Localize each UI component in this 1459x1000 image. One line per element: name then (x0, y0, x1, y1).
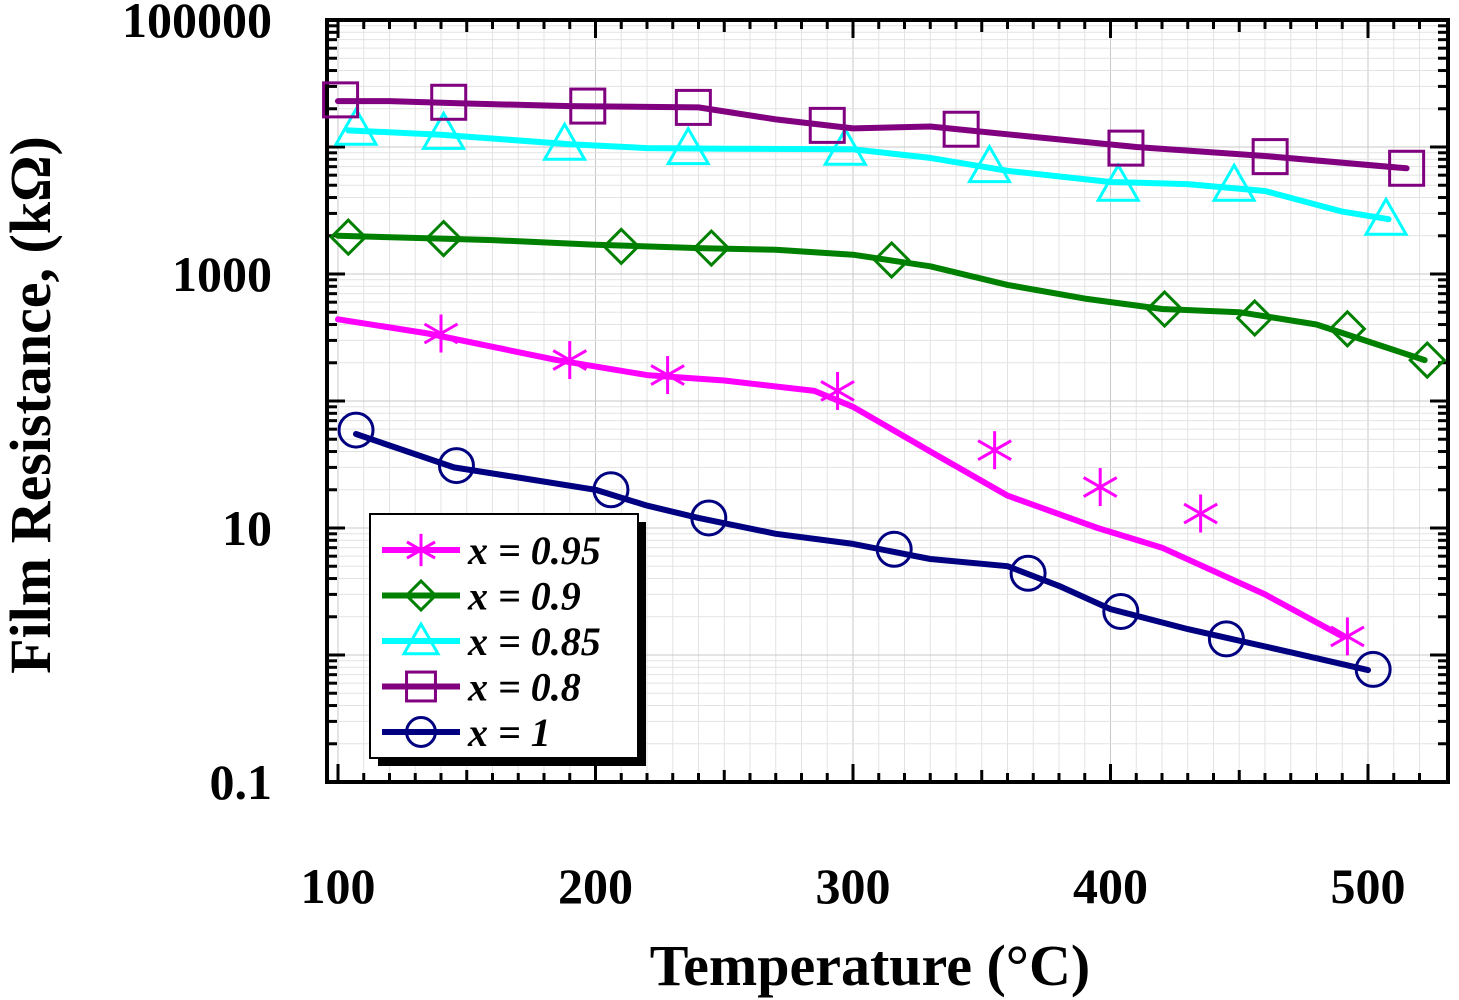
data-point-asterisk-stroke (1330, 625, 1365, 648)
data-point-circle (1354, 650, 1392, 688)
y-tick-label: 10 (222, 500, 272, 556)
series-line (335, 316, 1346, 640)
data-point-asterisk-stroke (977, 439, 1012, 461)
data-point-square (1388, 149, 1426, 187)
data-point-triangle (420, 110, 467, 150)
x-tick-label: 400 (1073, 858, 1148, 914)
data-point-asterisk-stroke (406, 540, 436, 560)
series-line (353, 431, 1371, 674)
data-point-asterisk (650, 356, 685, 395)
data-point-asterisk (406, 533, 436, 567)
data-point-diamond (602, 227, 641, 266)
data-point-diamond (872, 240, 911, 280)
legend-item: x = 0.8 (382, 665, 581, 710)
data-point-triangle (1211, 162, 1257, 202)
series-x-1 (337, 411, 1392, 688)
legend-item: x = 1 (382, 710, 551, 755)
series-x-0-85 (333, 106, 1409, 236)
data-point-circle (1102, 593, 1140, 631)
data-point-diamond (692, 228, 731, 268)
data-point-asterisk-stroke (1183, 502, 1218, 525)
x-axis-title: Temperature (°C) (650, 933, 1090, 998)
series-line (335, 232, 1428, 364)
legend-label: x = 0.8 (467, 665, 581, 710)
x-axis-tick-labels: 100 200 300 400 500 (301, 858, 1406, 914)
data-point-asterisk (977, 431, 1012, 470)
x-tick-label: 500 (1331, 858, 1406, 914)
data-point-triangle (1095, 162, 1141, 202)
legend-label: x = 1 (467, 710, 551, 755)
data-point-square (405, 670, 437, 703)
data-point-asterisk-stroke (552, 349, 588, 371)
data-point-asterisk-stroke (423, 322, 459, 345)
series-layer (322, 81, 1447, 688)
data-point-square (674, 88, 712, 126)
x-tick-label: 300 (816, 858, 891, 914)
series-x-0-95 (335, 314, 1365, 656)
data-point-asterisk (423, 314, 459, 353)
data-point-asterisk (820, 371, 855, 410)
x-tick-label: 100 (301, 858, 376, 914)
data-point-circle (690, 499, 728, 537)
data-point-square (569, 87, 607, 125)
data-point-triangle (401, 620, 441, 656)
data-point-asterisk (1082, 468, 1118, 507)
data-point-triangle (542, 121, 588, 161)
y-axis-tick-labels: 0.1 10 1000 100000 (122, 0, 272, 810)
data-point-triangle (333, 106, 379, 146)
y-axis-title: Film Resistance, (kΩ) (0, 136, 63, 674)
data-point-circle (1009, 554, 1047, 592)
legend-label: x = 0.85 (467, 619, 601, 664)
data-point-asterisk-stroke (1082, 476, 1118, 498)
data-point-asterisk (1183, 494, 1218, 533)
data-point-square (430, 83, 468, 121)
data-point-square (1251, 138, 1289, 176)
data-point-square (322, 81, 360, 119)
data-point-diamond (424, 219, 463, 258)
y-tick-label: 0.1 (210, 754, 273, 810)
y-tick-label: 100000 (122, 0, 272, 48)
data-point-triangle (966, 143, 1013, 184)
data-point-square (1107, 129, 1145, 167)
data-point-asterisk (552, 341, 588, 380)
data-point-circle (337, 411, 375, 449)
legend-item: x = 0.85 (382, 619, 601, 664)
data-point-square (942, 110, 980, 148)
series-x-0-9 (329, 218, 1447, 380)
legend-label: x = 0.9 (467, 574, 581, 619)
data-point-circle (405, 716, 437, 748)
y-tick-label: 1000 (172, 246, 272, 302)
data-point-circle (875, 530, 913, 568)
data-point-triangle (822, 126, 868, 166)
plot-area-frame (325, 18, 1450, 784)
data-point-diamond (1408, 340, 1447, 380)
legend-item: x = 0.95 (382, 528, 601, 573)
data-point-circle (1207, 620, 1245, 658)
series-x-0-8 (322, 81, 1426, 187)
legend: x = 0.95x = 0.9x = 0.85x = 0.8x = 1 (369, 513, 646, 766)
data-point-diamond (329, 218, 368, 257)
data-point-diamond (404, 578, 438, 613)
legend-label: x = 0.95 (467, 528, 601, 573)
data-point-diamond (1235, 298, 1274, 338)
data-point-square (808, 106, 846, 144)
data-point-asterisk-stroke (820, 380, 855, 402)
data-point-asterisk-stroke (650, 364, 685, 386)
data-point-diamond (1328, 309, 1367, 348)
series-line (335, 98, 1410, 172)
data-point-diamond (1145, 289, 1184, 329)
data-point-asterisk (1330, 617, 1365, 656)
series-line (345, 127, 1392, 223)
legend-item: x = 0.9 (382, 574, 581, 619)
x-tick-label: 200 (558, 858, 633, 914)
data-point-circle (437, 447, 475, 485)
data-point-triangle (665, 125, 711, 166)
data-point-triangle (1363, 196, 1409, 236)
data-point-circle (592, 471, 630, 509)
